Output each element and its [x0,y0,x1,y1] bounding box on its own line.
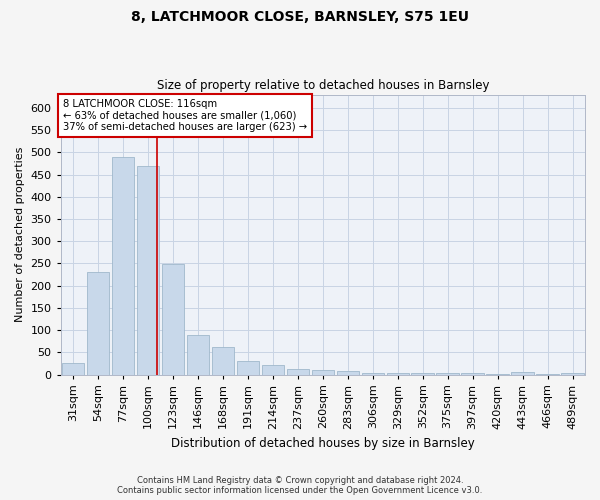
Bar [412,372,434,374]
Bar [187,336,209,374]
Bar [287,369,309,374]
Bar [262,364,284,374]
Bar [62,364,85,374]
X-axis label: Distribution of detached houses by size in Barnsley: Distribution of detached houses by size … [171,437,475,450]
Text: Contains HM Land Registry data © Crown copyright and database right 2024.
Contai: Contains HM Land Registry data © Crown c… [118,476,482,495]
Bar [87,272,109,374]
Y-axis label: Number of detached properties: Number of detached properties [15,147,25,322]
Bar [212,347,234,374]
Bar [311,370,334,374]
Bar [461,372,484,374]
Bar [337,371,359,374]
Bar [436,372,459,374]
Bar [162,264,184,374]
Title: Size of property relative to detached houses in Barnsley: Size of property relative to detached ho… [157,79,489,92]
Bar [112,157,134,374]
Text: 8 LATCHMOOR CLOSE: 116sqm
← 63% of detached houses are smaller (1,060)
37% of se: 8 LATCHMOOR CLOSE: 116sqm ← 63% of detac… [64,99,307,132]
Bar [362,372,384,374]
Bar [511,372,534,374]
Text: 8, LATCHMOOR CLOSE, BARNSLEY, S75 1EU: 8, LATCHMOOR CLOSE, BARNSLEY, S75 1EU [131,10,469,24]
Bar [237,361,259,374]
Bar [561,372,584,374]
Bar [386,372,409,374]
Bar [137,166,160,374]
